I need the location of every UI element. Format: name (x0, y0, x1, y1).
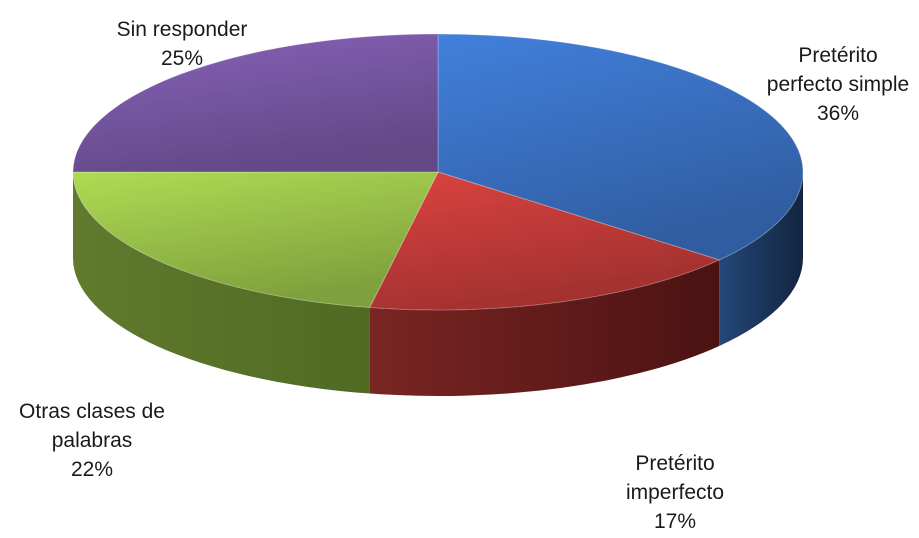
pie-label-0: Pretérito perfecto simple 36% (767, 44, 909, 125)
pie-category-label-1: Pretérito (635, 452, 714, 475)
pie-side-2 (73, 172, 370, 394)
pie-category-label-3: Sin responder (117, 18, 248, 41)
pie-percent-label-3: 25% (161, 47, 203, 70)
pie-top (72, 33, 804, 311)
pie-side-1 (369, 259, 720, 396)
pie-side-walls (73, 172, 803, 396)
pie-label-2: Otras clases de palabras 22% (19, 400, 165, 481)
pie-percent-label-0: 36% (817, 102, 859, 125)
pie-label-1: Pretérito imperfecto 17% (626, 452, 724, 533)
pie-category-label-1: imperfecto (626, 481, 724, 504)
pie-category-label-0: perfecto simple (767, 73, 909, 96)
pie-labels: Pretérito perfecto simple 36% Pretérito impe… (19, 18, 909, 533)
pie-category-label-0: Pretérito (798, 44, 877, 67)
pie-slice-1 (368, 171, 721, 311)
pie-label-3: Sin responder 25% (117, 18, 248, 70)
pie-slice-2 (72, 171, 439, 309)
pie-percent-label-1: 17% (654, 510, 696, 533)
pie-slice-3 (72, 33, 439, 173)
pie-slice-0 (437, 33, 804, 261)
pie-side-0 (719, 172, 803, 346)
pie-category-label-2: Otras clases de (19, 400, 165, 423)
pie-percent-label-2: 22% (71, 458, 113, 481)
pie-category-label-2: palabras (52, 429, 133, 452)
